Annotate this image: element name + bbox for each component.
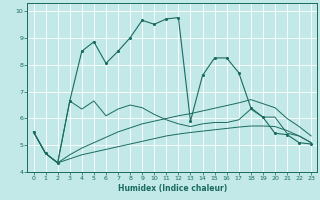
Point xyxy=(200,74,205,77)
X-axis label: Humidex (Indice chaleur): Humidex (Indice chaleur) xyxy=(118,184,227,193)
Point xyxy=(308,142,314,146)
Point xyxy=(128,36,133,39)
Point xyxy=(224,56,229,60)
Point xyxy=(79,50,84,53)
Point xyxy=(176,16,181,19)
Point xyxy=(188,120,193,123)
Point xyxy=(236,71,241,74)
Point xyxy=(212,56,217,60)
Point xyxy=(284,133,290,136)
Point xyxy=(164,17,169,21)
Point xyxy=(91,40,96,43)
Point xyxy=(152,23,157,26)
Point xyxy=(31,130,36,134)
Point xyxy=(55,161,60,164)
Point xyxy=(116,50,121,53)
Point xyxy=(103,62,108,65)
Point xyxy=(43,152,48,155)
Point xyxy=(248,106,253,109)
Point xyxy=(140,19,145,22)
Point xyxy=(297,141,302,144)
Point xyxy=(67,99,72,103)
Point xyxy=(272,132,277,135)
Point xyxy=(260,116,266,119)
